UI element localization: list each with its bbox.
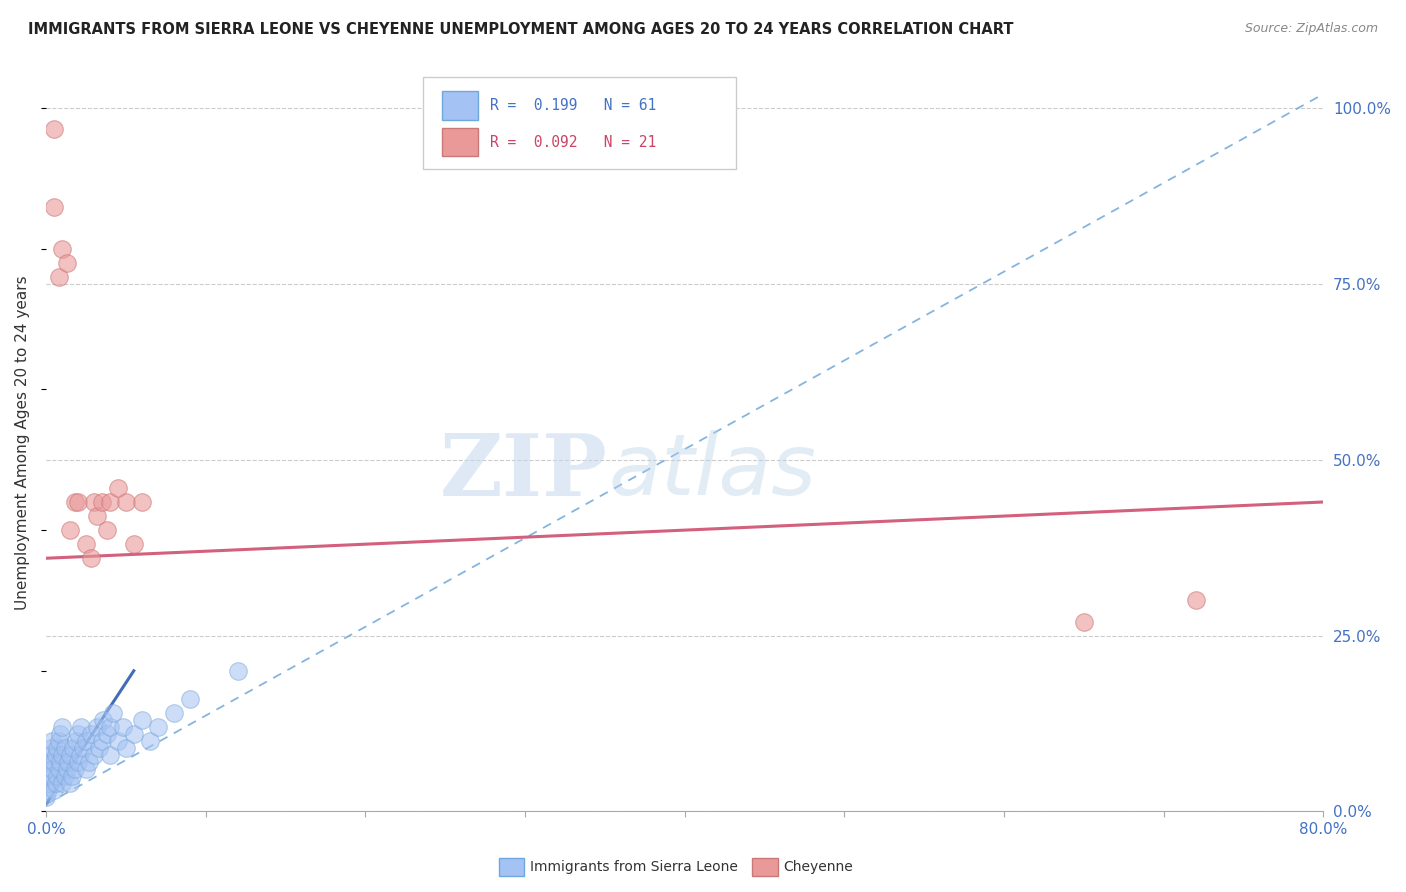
Point <box>87 741 110 756</box>
Point <box>63 495 86 509</box>
Point <box>70 720 93 734</box>
Point <box>35 790 58 805</box>
Point <box>53 741 76 756</box>
Point <box>37 783 59 797</box>
Point <box>98 495 121 509</box>
Point <box>49 755 72 769</box>
Point <box>1184 593 1206 607</box>
Point <box>41 734 63 748</box>
Point <box>79 727 101 741</box>
Bar <box>441 92 478 120</box>
Point <box>122 537 145 551</box>
Point <box>114 495 136 509</box>
Text: Source: ZipAtlas.com: Source: ZipAtlas.com <box>1244 22 1378 36</box>
Text: Cheyenne: Cheyenne <box>783 860 853 874</box>
Point <box>65 734 87 748</box>
Bar <box>441 128 478 156</box>
Point <box>96 727 118 741</box>
Point <box>42 122 65 136</box>
Point <box>79 551 101 566</box>
Point <box>69 748 91 763</box>
Point <box>48 734 70 748</box>
Point <box>86 509 108 524</box>
Point <box>75 734 97 748</box>
Point <box>48 762 70 776</box>
Point <box>49 727 72 741</box>
Point <box>226 664 249 678</box>
Point <box>48 269 70 284</box>
Point <box>90 734 112 748</box>
Point <box>111 720 134 734</box>
Point <box>98 748 121 763</box>
Point <box>60 769 83 783</box>
Point <box>55 256 77 270</box>
Point <box>59 748 82 763</box>
Point <box>72 741 94 756</box>
Point <box>63 762 86 776</box>
Point <box>107 734 129 748</box>
Point <box>179 692 201 706</box>
Point <box>42 200 65 214</box>
Point <box>86 720 108 734</box>
Point <box>101 706 124 720</box>
Point <box>55 762 77 776</box>
Text: R =  0.092   N = 21: R = 0.092 N = 21 <box>491 135 657 150</box>
Point <box>42 783 65 797</box>
Text: Immigrants from Sierra Leone: Immigrants from Sierra Leone <box>530 860 738 874</box>
Point <box>93 713 115 727</box>
Point <box>46 769 69 783</box>
Point <box>45 776 67 790</box>
Text: IMMIGRANTS FROM SIERRA LEONE VS CHEYENNE UNEMPLOYMENT AMONG AGES 20 TO 24 YEARS : IMMIGRANTS FROM SIERRA LEONE VS CHEYENNE… <box>28 22 1014 37</box>
Point <box>107 481 129 495</box>
Point <box>96 523 118 537</box>
Text: atlas: atlas <box>607 430 815 513</box>
Point <box>35 769 58 783</box>
Point <box>51 748 73 763</box>
Point <box>42 755 65 769</box>
Point <box>51 242 73 256</box>
Point <box>131 713 153 727</box>
Point <box>146 720 169 734</box>
Point <box>53 769 76 783</box>
Point <box>39 769 62 783</box>
Point <box>98 720 121 734</box>
Point <box>83 748 105 763</box>
Point <box>38 776 60 790</box>
Point <box>46 741 69 756</box>
Y-axis label: Unemployment Among Ages 20 to 24 years: Unemployment Among Ages 20 to 24 years <box>15 275 30 609</box>
Point <box>37 755 59 769</box>
Point <box>45 748 67 763</box>
Point <box>114 741 136 756</box>
Point <box>51 720 73 734</box>
Point <box>122 727 145 741</box>
Point <box>66 727 89 741</box>
Point <box>90 495 112 509</box>
Point <box>66 755 89 769</box>
Point <box>77 755 100 769</box>
FancyBboxPatch shape <box>423 77 735 169</box>
Point <box>59 523 82 537</box>
Point <box>131 495 153 509</box>
Point <box>59 776 82 790</box>
Point <box>66 495 89 509</box>
Text: R =  0.199   N = 61: R = 0.199 N = 61 <box>491 98 657 113</box>
Point <box>38 748 60 763</box>
Point <box>1073 615 1095 629</box>
Text: ZIP: ZIP <box>440 430 607 514</box>
Point <box>75 762 97 776</box>
Point <box>83 495 105 509</box>
Point <box>51 776 73 790</box>
Point <box>62 741 84 756</box>
Point <box>75 537 97 551</box>
Point <box>139 734 162 748</box>
Point <box>58 755 80 769</box>
Point <box>163 706 186 720</box>
Point <box>39 741 62 756</box>
Point <box>41 762 63 776</box>
